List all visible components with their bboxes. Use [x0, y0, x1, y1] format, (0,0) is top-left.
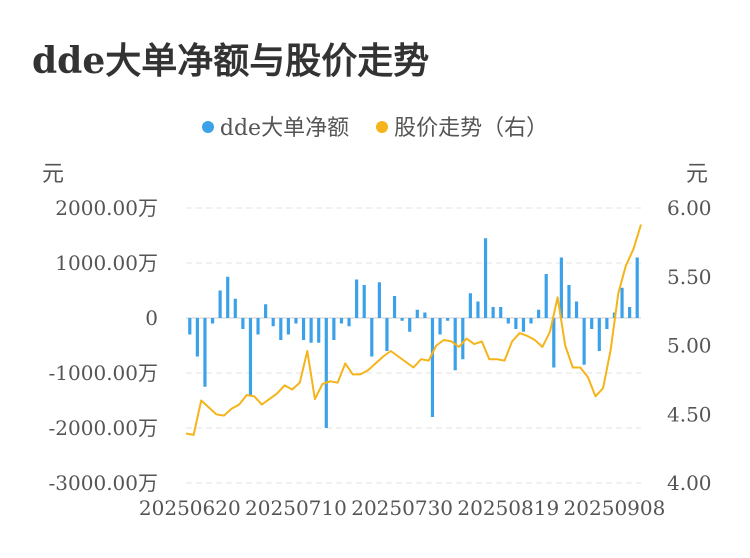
dde-bar — [256, 318, 260, 335]
legend-dot-price — [376, 121, 389, 133]
dde-bar — [461, 318, 465, 360]
dde-bar — [483, 238, 488, 318]
dde-bar — [362, 285, 366, 318]
dde-bar — [567, 285, 571, 318]
dde-bar — [408, 318, 412, 332]
dde-bar — [491, 307, 495, 318]
dde-bar — [226, 276, 230, 318]
legend-label-dde: dde大单净额 — [219, 116, 350, 141]
dde-bar — [309, 318, 313, 343]
dde-bar — [605, 318, 609, 329]
dde-bar — [423, 312, 427, 318]
right-tick-label: 5.00 — [667, 334, 712, 358]
right-tick-label: 4.50 — [667, 402, 712, 426]
legend-dot-dde — [201, 121, 214, 133]
chart-title: dde大单净额与股价走势 — [32, 40, 430, 82]
left-tick-label: -3000.00万 — [49, 471, 158, 495]
legend-item-dde[interactable]: dde大单净额 — [201, 110, 350, 142]
dde-bar — [264, 304, 268, 318]
right-tick-label: 6.00 — [667, 196, 712, 220]
dde-bar — [188, 318, 192, 335]
dde-bar — [552, 318, 556, 368]
dde-bar — [438, 318, 442, 335]
dde-bar — [332, 318, 336, 340]
right-tick-label: 4.00 — [667, 471, 712, 495]
left-tick-label: -2000.00万 — [49, 416, 158, 440]
dde-bar — [582, 318, 586, 365]
dde-bar — [294, 318, 298, 324]
price-line — [185, 224, 642, 436]
dde-bar — [324, 318, 328, 428]
dde-bar — [241, 318, 245, 329]
left-tick-label: 0 — [145, 306, 158, 330]
dde-bar — [506, 318, 510, 324]
dde-bar — [286, 318, 290, 335]
dde-bar — [415, 309, 419, 318]
dde-bar — [628, 307, 632, 318]
dde-bar — [339, 318, 344, 324]
dde-bar — [446, 318, 450, 321]
dde-bar — [203, 318, 207, 387]
dde-bar — [271, 318, 275, 327]
left-axis-unit: 元 — [42, 162, 65, 187]
dde-bar — [476, 301, 480, 318]
dde-bar — [317, 318, 321, 343]
x-tick-label: 20250710 — [245, 496, 347, 520]
dde-bar — [521, 318, 526, 332]
dde-bar — [499, 307, 503, 318]
dde-bar — [301, 318, 306, 340]
dde-bar — [355, 279, 359, 318]
dde-bar — [514, 318, 518, 329]
dde-bar — [218, 290, 222, 318]
dde-bar — [529, 318, 533, 324]
dde-bar — [279, 318, 283, 340]
right-tick-label: 5.50 — [667, 265, 712, 289]
dde-bar — [385, 318, 389, 351]
dde-bar — [248, 318, 253, 395]
left-tick-label: 1000.00万 — [55, 251, 158, 275]
dde-bar — [597, 318, 601, 351]
dde-bar — [537, 309, 541, 318]
dde-bar — [233, 298, 237, 318]
dde-bar — [590, 318, 594, 329]
dde-bar — [559, 257, 563, 318]
left-tick-label: -1000.00万 — [49, 361, 158, 385]
legend-item-price[interactable]: 股价走势（右） — [376, 110, 548, 142]
x-tick-label: 20250908 — [564, 496, 666, 520]
dde-bar — [400, 318, 404, 321]
x-tick-label: 20250620 — [139, 496, 241, 520]
dde-bar — [377, 282, 381, 318]
right-axis-unit: 元 — [685, 162, 708, 187]
dde-bar — [544, 274, 548, 318]
dde-bar — [574, 301, 579, 318]
dde-bar — [210, 318, 215, 324]
legend: dde大单净额 股价走势（右） — [0, 110, 750, 142]
dde-bar — [635, 257, 639, 318]
dde-bar — [195, 318, 199, 357]
x-tick-label: 20250819 — [457, 496, 559, 520]
dde-bar — [430, 318, 435, 417]
dde-bar — [347, 318, 351, 327]
dde-bar — [370, 318, 374, 357]
left-tick-label: 2000.00万 — [55, 196, 158, 220]
legend-label-price: 股价走势（右） — [394, 116, 549, 141]
dde-bar — [392, 296, 397, 318]
x-tick-label: 20250730 — [351, 496, 453, 520]
dde-bar — [620, 287, 624, 318]
dde-bar — [468, 293, 472, 318]
